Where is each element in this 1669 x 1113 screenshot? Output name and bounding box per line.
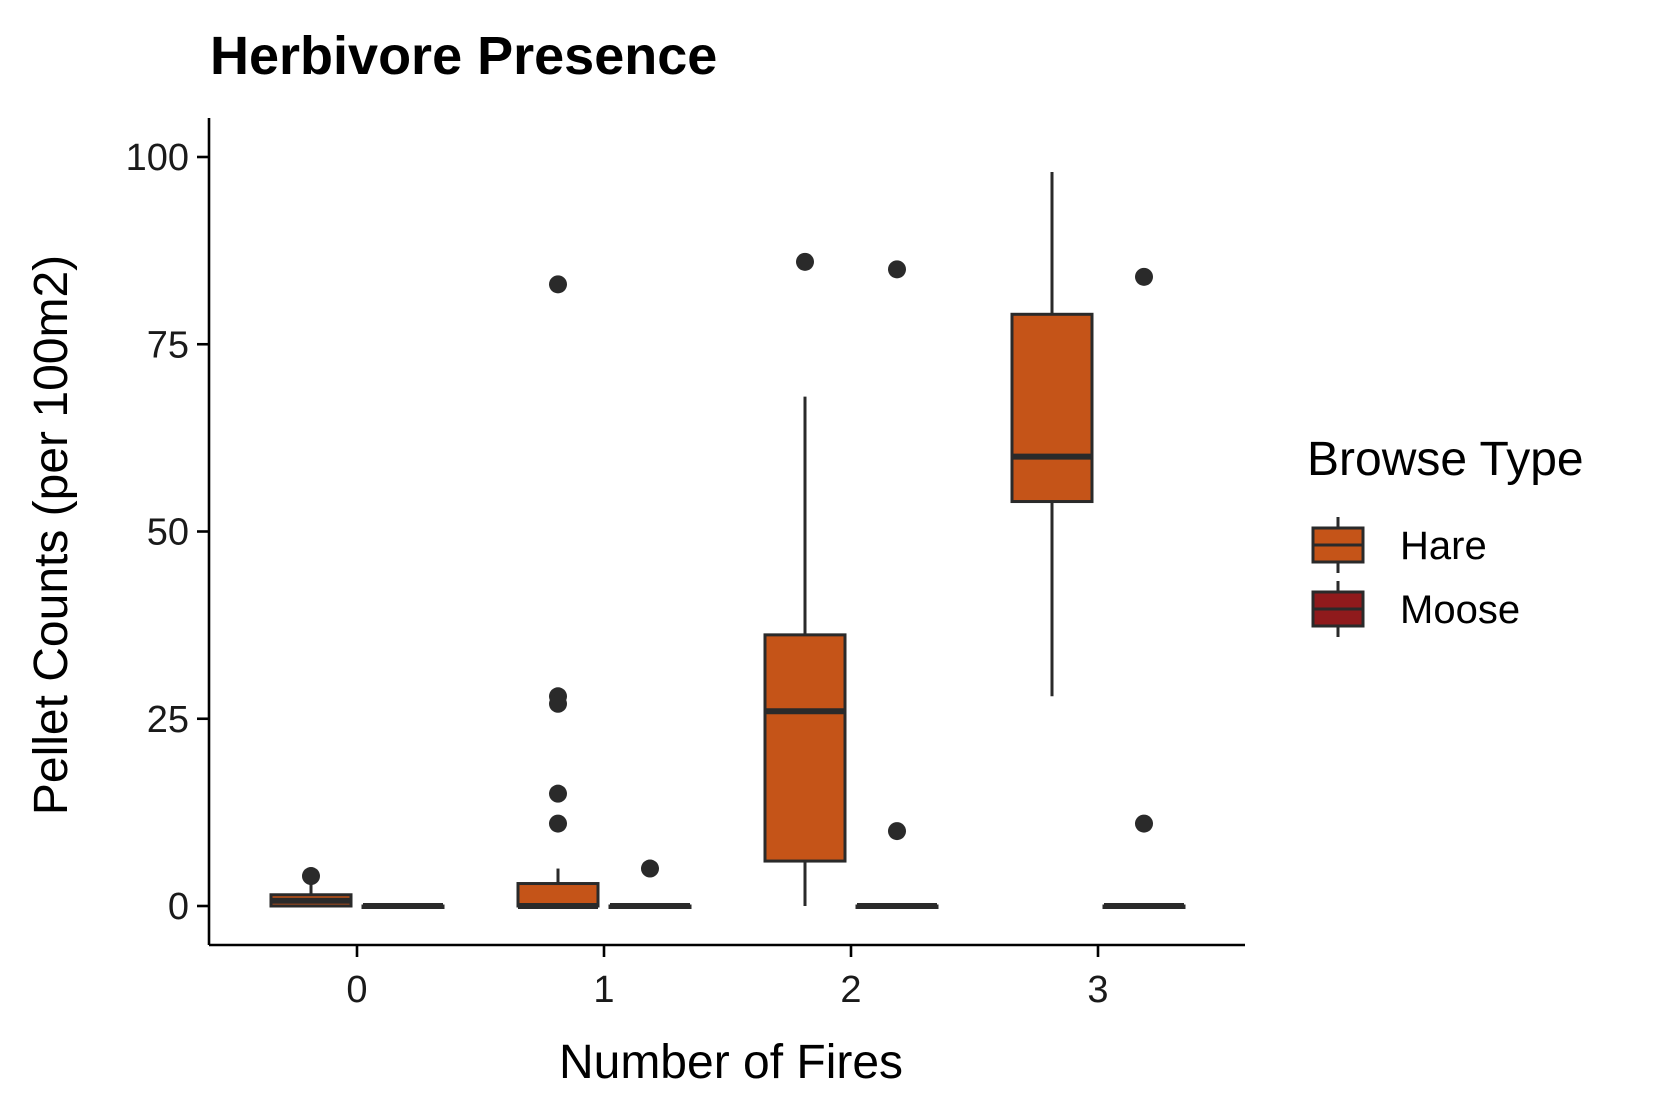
outlier-point [549,784,567,803]
hare-box-fires-1 [516,275,600,909]
moose-box-fires-2 [855,260,939,909]
y-tick-label: 0 [168,886,189,928]
outlier-point [549,814,567,833]
legend-title: Browse Type [1307,433,1584,486]
moose-box-fires-3 [1102,267,1186,909]
legend-label-moose: Moose [1400,588,1520,632]
legend: Browse Type Hare Moose [1307,433,1584,637]
x-tick-label: 1 [593,969,614,1011]
y-tick-label: 75 [147,324,189,366]
y-axis-title: Pellet Counts (per 100m2) [25,255,78,815]
moose-box-fires-0 [361,903,445,909]
plot-area: 0 25 50 75 100 0 1 2 3 [126,118,1245,1011]
outlier-point [888,260,906,279]
legend-entry-moose: Moose [1311,581,1520,637]
iqr-box [763,633,847,863]
outlier-point [888,822,906,841]
outlier-point [302,867,320,886]
legend-entry-hare: Hare [1311,517,1487,573]
x-axis-title: Number of Fires [559,1036,903,1089]
x-tick-label: 3 [1087,969,1108,1011]
moose-box-fires-1 [608,859,692,909]
outlier-point [641,859,659,878]
hare-box-fires-0 [269,867,353,908]
x-tick-label: 2 [840,969,861,1011]
outlier-point [549,275,567,294]
outlier-point [1135,814,1153,833]
chart-title: Herbivore Presence [210,26,717,86]
iqr-box [516,882,600,908]
outlier-point [796,252,814,271]
outlier-point [549,694,567,713]
iqr-box [1010,312,1094,504]
legend-label-hare: Hare [1400,524,1487,568]
hare-box-fires-3 [1010,171,1094,697]
x-tick-label: 0 [346,969,367,1011]
hare-box-fires-2 [763,252,847,906]
y-tick-label: 100 [126,137,189,179]
y-tick-label: 50 [147,512,189,554]
y-tick-label: 25 [147,699,189,741]
outlier-point [1135,267,1153,286]
